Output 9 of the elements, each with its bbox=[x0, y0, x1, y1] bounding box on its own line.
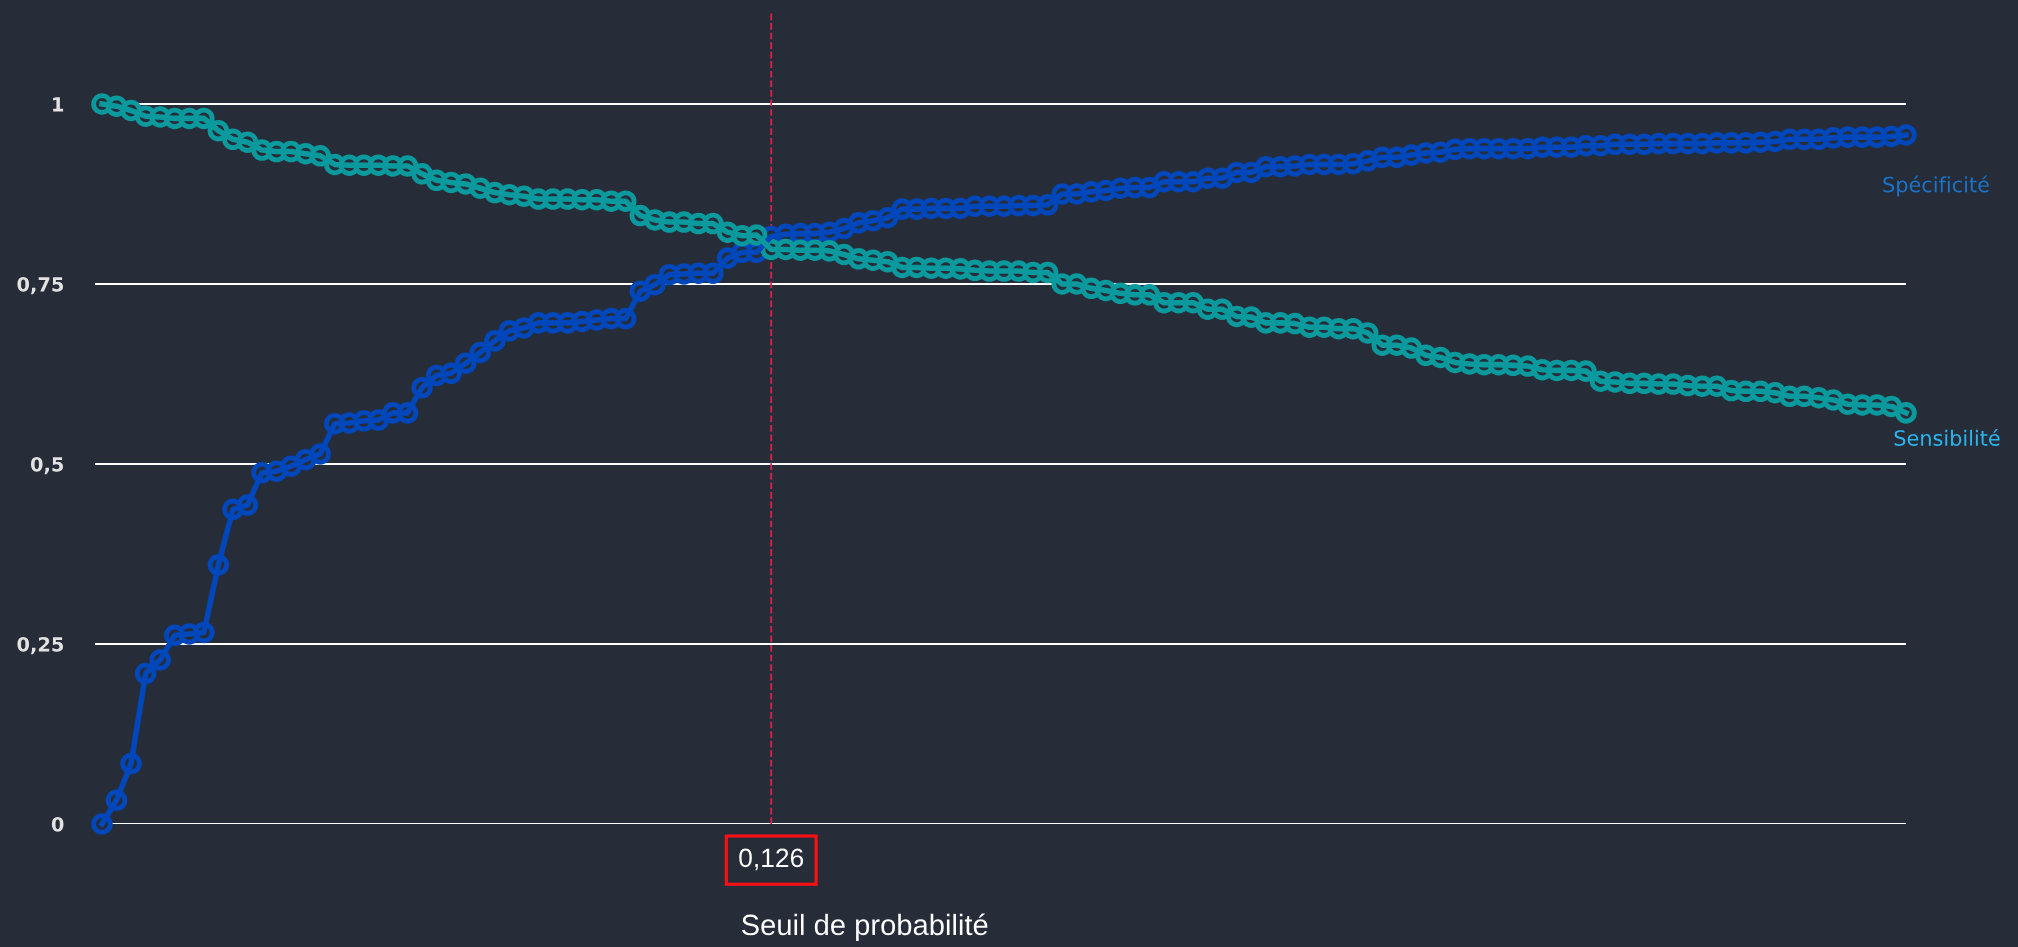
x-axis-title: Seuil de probabilité bbox=[741, 913, 988, 942]
y-tick-label: 0,5 bbox=[30, 456, 64, 475]
y-tick-label: 1 bbox=[53, 97, 64, 112]
text: 0,126 bbox=[739, 848, 804, 871]
y-tick-label: 0,75 bbox=[17, 276, 64, 295]
series-label: Spécificité bbox=[1883, 175, 1989, 197]
y-tick-label: 0,25 bbox=[17, 636, 64, 655]
y-tick-label: 0 bbox=[51, 816, 64, 832]
series-label: Sensibilité bbox=[1894, 428, 2000, 446]
